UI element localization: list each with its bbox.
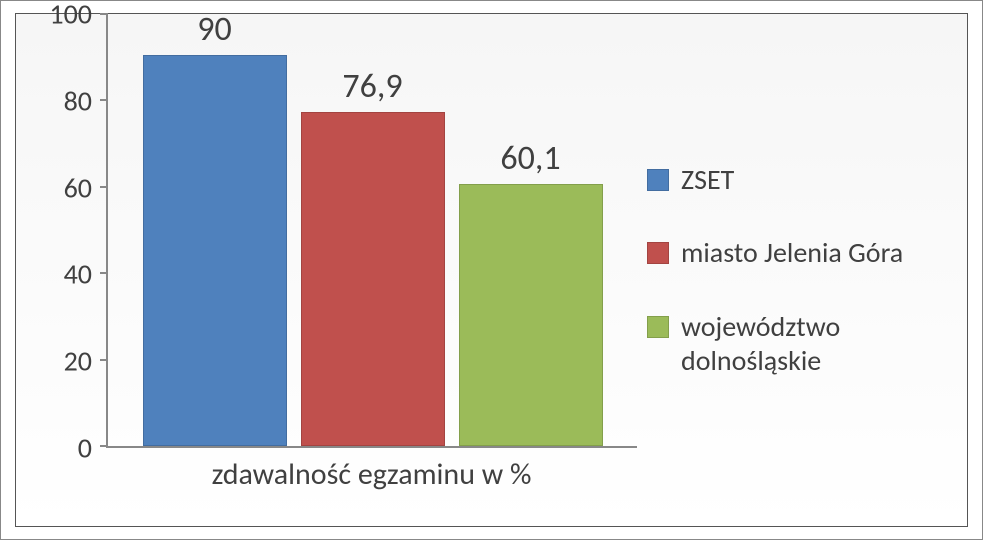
y-tick-mark: [100, 359, 108, 361]
legend-label: miasto Jelenia Góra: [681, 236, 903, 270]
legend-label: ZSET: [681, 163, 734, 197]
bars-group: 90 76,9 60,1: [108, 14, 637, 446]
y-tick-label: 60: [64, 170, 92, 205]
bar-zset: 90: [143, 55, 287, 446]
legend-swatch: [647, 242, 669, 264]
x-axis: zdawalność egzaminu w %: [16, 448, 637, 526]
plot-area-wrap: 90 76,9 60,1: [106, 14, 637, 448]
legend-item-zset: ZSET: [647, 163, 947, 197]
bar-value-label: 90: [197, 9, 231, 50]
y-tick-label: 0: [78, 431, 92, 466]
legend-swatch: [647, 169, 669, 191]
plot-area: 90 76,9 60,1: [106, 14, 637, 448]
legend-item-wojewodztwo-dolnoslaskie: województwo dolnośląskie: [647, 310, 947, 377]
x-axis-label: zdawalność egzaminu w %: [212, 456, 532, 493]
y-axis: 100 80 60 40 20 0: [16, 14, 106, 448]
plot-body: 100 80 60 40 20 0: [16, 14, 637, 448]
y-tick-mark: [100, 272, 108, 274]
bar-wojewodztwo-dolnoslaskie: 60,1: [459, 184, 603, 446]
y-tick-label: 20: [64, 344, 92, 379]
bar-value-label: 60,1: [500, 138, 560, 179]
legend-label: województwo dolnośląskie: [681, 310, 947, 377]
bar-miasto-jelenia-gora: 76,9: [301, 112, 445, 446]
bar-value-label: 76,9: [342, 66, 402, 107]
y-tick-mark: [100, 13, 108, 15]
y-tick-label: 100: [49, 0, 92, 32]
legend: ZSET miasto Jelenia Góra województwo dol…: [637, 14, 967, 526]
legend-item-miasto-jelenia-gora: miasto Jelenia Góra: [647, 236, 947, 270]
y-tick-mark: [100, 186, 108, 188]
plot-column: 100 80 60 40 20 0: [16, 14, 637, 526]
chart-inner: 100 80 60 40 20 0: [15, 13, 968, 527]
y-tick-label: 40: [64, 257, 92, 292]
y-tick-label: 80: [64, 83, 92, 118]
y-tick-mark: [100, 445, 108, 447]
chart-container: 100 80 60 40 20 0: [0, 0, 983, 540]
legend-swatch: [647, 316, 669, 338]
y-tick-mark: [100, 99, 108, 101]
